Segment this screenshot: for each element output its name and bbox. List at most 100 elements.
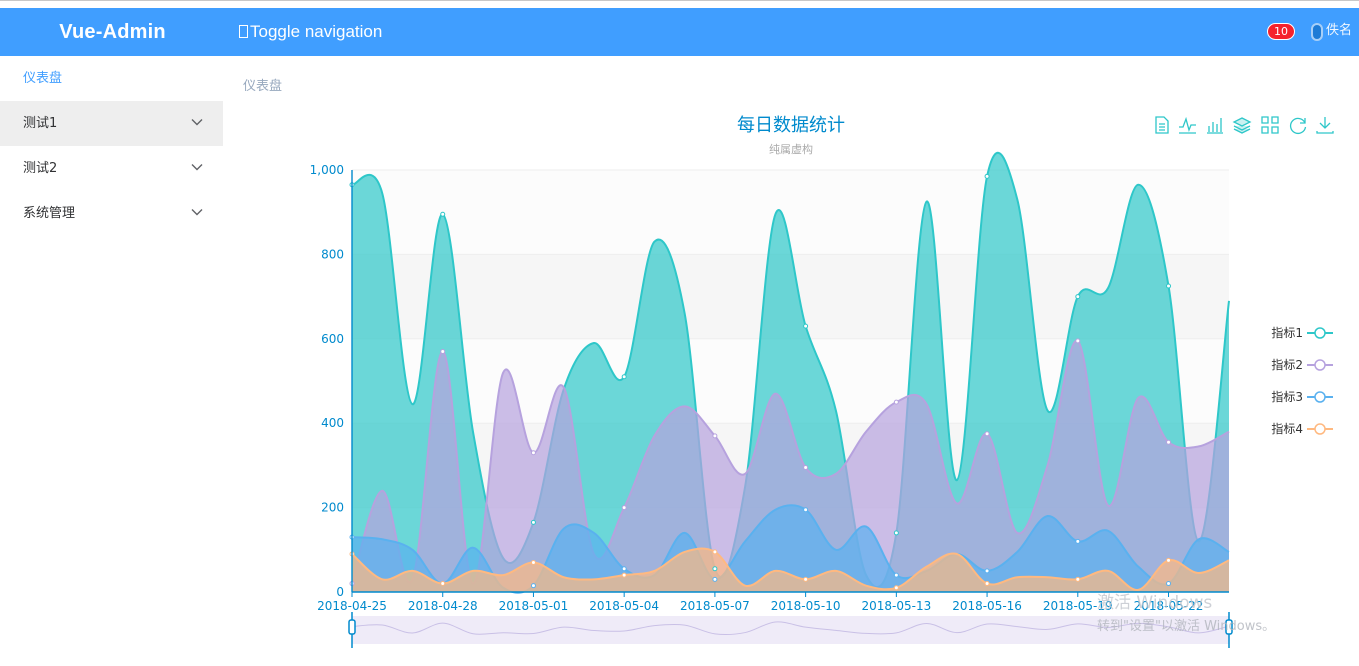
chevron-down-icon	[191, 209, 203, 216]
legend-item-3[interactable]: 指标3	[1271, 389, 1333, 404]
x-tick-label: 2018-05-13	[861, 599, 931, 613]
data-point[interactable]	[984, 431, 990, 437]
restore-icon[interactable]	[1289, 117, 1307, 135]
bar-chart-icon[interactable]	[1207, 118, 1223, 134]
legend-item-1[interactable]: 指标1	[1271, 325, 1333, 340]
toolbox	[1155, 116, 1334, 135]
legend: 指标1 指标2 指标3 指标4	[1271, 325, 1333, 436]
chart-svg: 0 200 400 600 800 1,000 2018-04-25 2018-04-28 20…	[310, 115, 1334, 648]
watermark-line1: 激活 Windows	[1097, 593, 1212, 613]
tiled-icon[interactable]	[1261, 116, 1279, 134]
data-point[interactable]	[984, 568, 990, 574]
legend-item-2[interactable]: 指标2	[1271, 357, 1333, 372]
legend-marker-icon	[1314, 391, 1326, 403]
data-point[interactable]	[1075, 538, 1081, 544]
data-point[interactable]	[803, 323, 809, 329]
brand-logo[interactable]: Vue-Admin	[59, 21, 166, 43]
data-point[interactable]	[1075, 576, 1081, 582]
data-point[interactable]	[712, 433, 718, 439]
x-tick-label: 2018-04-28	[408, 599, 478, 613]
data-point[interactable]	[621, 572, 627, 578]
save-image-icon[interactable]	[1316, 117, 1334, 134]
data-point[interactable]	[712, 566, 718, 572]
data-point[interactable]	[440, 581, 446, 587]
data-point[interactable]	[803, 507, 809, 513]
sidebar-item-label: 测试1	[23, 116, 58, 131]
series-area-4	[352, 548, 1229, 592]
data-point[interactable]	[1166, 283, 1172, 289]
data-point[interactable]	[984, 581, 990, 587]
data-point[interactable]	[530, 559, 536, 565]
data-point[interactable]	[712, 576, 718, 582]
legend-label: 指标1	[1271, 325, 1303, 340]
y-tick-label: 600	[321, 332, 344, 346]
zoom-handle-left[interactable]	[348, 619, 356, 635]
data-point[interactable]	[440, 348, 446, 354]
legend-marker-icon	[1314, 359, 1326, 371]
data-point[interactable]	[803, 465, 809, 471]
data-point[interactable]	[1075, 338, 1081, 344]
y-tick-label: 1,000	[310, 163, 344, 177]
y-tick-label: 400	[321, 416, 344, 430]
series-area-3	[352, 505, 1229, 593]
sidebar: 仪表盘 测试1 测试2 系统管理	[0, 56, 223, 662]
x-tick-label: 2018-05-07	[680, 599, 750, 613]
sidebar-item-label: 系统管理	[23, 206, 76, 221]
data-point[interactable]	[893, 572, 899, 578]
legend-item-4[interactable]: 指标4	[1271, 421, 1333, 436]
chevron-down-icon	[191, 119, 203, 126]
chart-subtitle: 纯属虚构	[769, 142, 813, 156]
sidebar-item-system[interactable]: 系统管理	[0, 191, 223, 236]
data-point[interactable]	[1166, 581, 1172, 587]
top-header: Vue-Admin Toggle navigation 10 佚名	[0, 8, 1359, 56]
sidebar-item-test1[interactable]: 测试1	[0, 101, 223, 146]
data-point[interactable]	[440, 211, 446, 217]
username[interactable]: 佚名	[1326, 23, 1353, 38]
daily-stats-chart: 0 200 400 600 800 1,000 2018-04-25 2018-04-28 20…	[223, 96, 1359, 662]
notification-badge[interactable]: 10	[1267, 23, 1295, 40]
data-point[interactable]	[893, 530, 899, 536]
data-point[interactable]	[530, 519, 536, 525]
zoom-track	[352, 616, 1229, 644]
data-point[interactable]	[621, 505, 627, 511]
x-tick-label: 2018-04-25	[317, 599, 387, 613]
sidebar-item-test2[interactable]: 测试2	[0, 146, 223, 191]
x-tick-label: 2018-05-22	[1134, 599, 1204, 613]
zoom-handle-right[interactable]	[1225, 619, 1233, 635]
data-point[interactable]	[621, 374, 627, 380]
watermark-line2: 转到"设置"以激活 Windows。	[1097, 619, 1275, 634]
series-line-4	[351, 547, 1230, 591]
windows-watermark: 激活 Windows 转到"设置"以激活 Windows。	[1097, 593, 1275, 634]
data-point[interactable]	[530, 450, 536, 456]
browser-chrome-edge	[0, 0, 1359, 8]
toggle-navigation-button[interactable]: Toggle navigation	[239, 8, 382, 56]
legend-marker-icon	[1314, 327, 1326, 339]
grid-band	[352, 170, 1229, 255]
legend-label: 指标3	[1271, 389, 1303, 404]
data-point[interactable]	[530, 583, 536, 589]
axes: 0 200 400 600 800 1,000 2018-04-25 2018-04-28 20…	[310, 163, 1229, 613]
line-chart-icon[interactable]	[1179, 116, 1196, 134]
breadcrumb[interactable]: 仪表盘	[243, 79, 283, 94]
data-point[interactable]	[712, 549, 718, 555]
data-point[interactable]	[1166, 557, 1172, 563]
sidebar-item-dashboard[interactable]: 仪表盘	[0, 56, 223, 101]
data-zoom-slider[interactable]	[348, 612, 1233, 648]
y-tick-label: 800	[321, 247, 344, 261]
data-point[interactable]	[621, 566, 627, 572]
x-tick-label: 2018-05-10	[771, 599, 841, 613]
data-point[interactable]	[893, 399, 899, 405]
data-point[interactable]	[1166, 439, 1172, 445]
zoom-preview-line	[351, 621, 1230, 636]
data-point[interactable]	[1075, 294, 1081, 300]
avatar[interactable]	[1311, 23, 1323, 41]
data-point[interactable]	[984, 173, 990, 179]
y-tick-label: 0	[336, 585, 344, 599]
legend-label: 指标4	[1271, 421, 1303, 436]
data-view-icon[interactable]	[1155, 116, 1169, 134]
stack-icon[interactable]	[1232, 117, 1252, 134]
data-point[interactable]	[803, 576, 809, 582]
data-point[interactable]	[893, 585, 899, 591]
legend-label: 指标2	[1271, 357, 1303, 372]
chevron-down-icon	[191, 164, 203, 171]
